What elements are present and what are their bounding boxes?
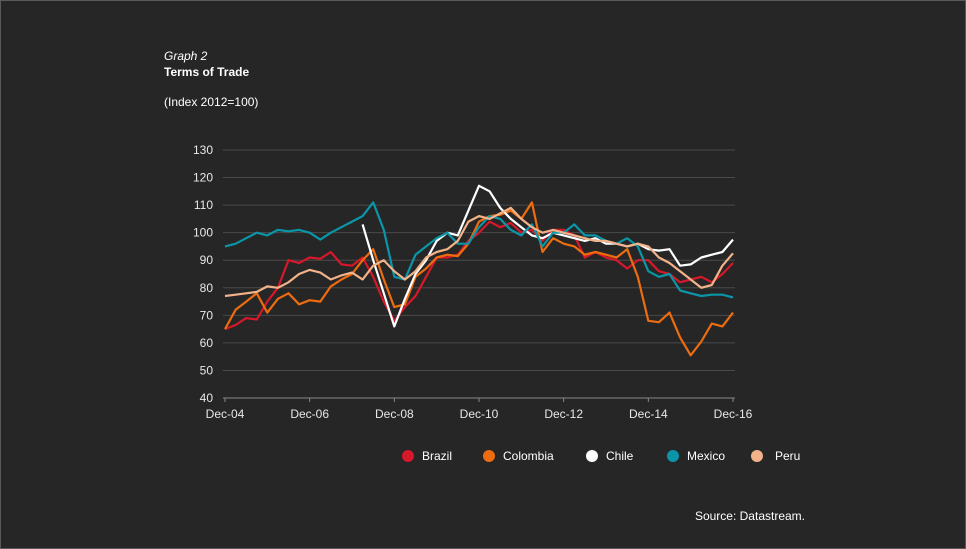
legend-marker [483,450,495,462]
series-line-peru [224,206,734,298]
legend-item-peru: Peru [751,449,800,463]
series-line-mexico [224,201,734,299]
y-tick-label: 80 [200,281,214,295]
x-tick-label: Dec-16 [714,407,753,421]
series-line-colombia [224,201,734,357]
x-tick-label: Dec-06 [290,407,329,421]
legend-label: Brazil [422,449,453,463]
chart-subtitle: (Index 2012=100) [164,95,259,109]
y-tick-label: 100 [193,226,213,240]
legend-label: Mexico [687,449,726,463]
y-tick-label: 60 [200,336,214,350]
legend-marker [667,450,679,462]
source-note: Source: Datastream. [694,509,805,523]
legend-item-colombia: Colombia [483,449,554,463]
series-line-chile [361,184,734,328]
y-tick-label: 70 [200,308,214,322]
legend-marker [751,450,763,462]
y-tick-label: 130 [193,143,213,157]
legend-label: Chile [606,449,634,463]
chart-title: Terms of Trade [164,65,250,79]
x-tick-label: Dec-04 [206,407,245,421]
x-tick-label: Dec-12 [544,407,583,421]
legend-item-mexico: Mexico [667,449,725,463]
y-tick-label: 90 [200,253,214,267]
series-line-brazil [224,220,734,331]
y-tick-label: 50 [200,363,214,377]
y-tick-label: 110 [194,198,213,212]
legend-marker [586,450,598,462]
legend-marker [402,450,414,462]
legend-label: Peru [775,449,801,463]
legend-item-chile: Chile [586,449,633,463]
x-tick-label: Dec-08 [375,407,414,421]
x-tick-label: Dec-14 [629,407,668,421]
legend-label: Colombia [503,449,554,463]
x-tick-label: Dec-10 [460,407,499,421]
legend-item-brazil: Brazil [402,449,452,463]
y-tick-label: 120 [193,171,213,185]
graph-label: Graph 2 [164,49,208,63]
y-tick-label: 40 [200,391,214,405]
